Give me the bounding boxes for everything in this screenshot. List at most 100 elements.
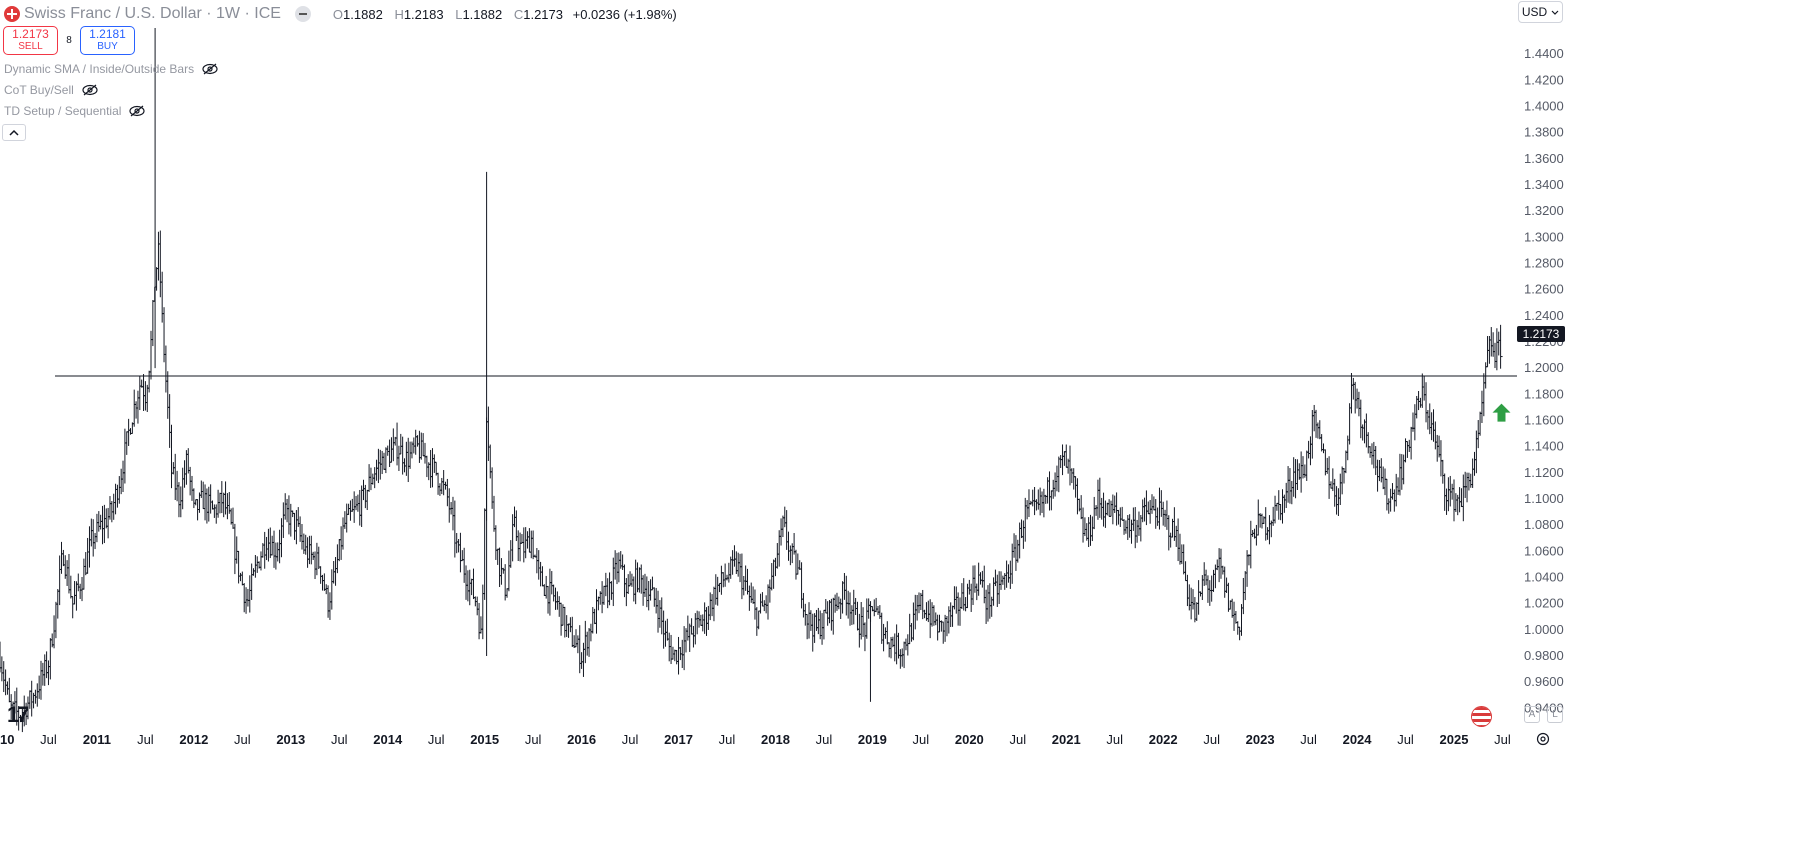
- ohlc-values: O1.1882 H1.2183 L1.1882 C1.2173 +0.0236 …: [325, 7, 677, 22]
- indicator-row-sma[interactable]: Dynamic SMA / Inside/Outside Bars: [4, 62, 218, 76]
- buy-price: 1.2181: [89, 27, 126, 41]
- buy-label: BUY: [97, 41, 118, 52]
- last-price-tag: 1.2173: [1517, 326, 1565, 342]
- x-tick-label: Jul: [40, 732, 57, 747]
- expand-indicators-button[interactable]: [2, 124, 26, 141]
- y-tick-label: 1.2600: [1524, 282, 1564, 297]
- low-key: L: [455, 6, 463, 22]
- tradingview-logo[interactable]: 17: [7, 702, 30, 727]
- x-tick-label: 2021: [1052, 732, 1081, 747]
- x-tick-label: Jul: [331, 732, 348, 747]
- x-tick-label: 2013: [276, 732, 305, 747]
- close-key: C: [513, 6, 524, 22]
- close-value: 1.2173: [523, 6, 563, 22]
- auto-scale-button[interactable]: A: [1524, 706, 1540, 723]
- x-tick-label: Jul: [1397, 732, 1414, 747]
- swiss-flag-icon: [4, 6, 20, 22]
- y-tick-label: 1.4200: [1524, 72, 1564, 87]
- ohlc-bar: [1498, 324, 1503, 369]
- y-tick-label: 1.3400: [1524, 177, 1564, 192]
- x-tick-label: Jul: [913, 732, 930, 747]
- open-key: O: [332, 6, 344, 22]
- x-tick-label: Jul: [719, 732, 736, 747]
- ohlc-bar: [150, 300, 155, 347]
- currency-label: USD: [1521, 5, 1548, 19]
- sell-label: SELL: [18, 41, 43, 52]
- chevron-up-icon: [9, 129, 19, 136]
- buy-button[interactable]: 1.2181 BUY: [80, 26, 135, 55]
- high-key: H: [394, 6, 404, 22]
- eye-hidden-icon[interactable]: [82, 84, 98, 96]
- x-axis[interactable]: 2010 Jul 2011 Jul 2012 Jul 2013 Jul 2014 Jul 2015 J…: [0, 732, 1511, 747]
- us-flag-icon[interactable]: [1472, 707, 1491, 726]
- y-tick-label: 1.2400: [1524, 308, 1564, 323]
- y-tick-label: 1.3600: [1524, 151, 1564, 166]
- chevron-down-icon: [1551, 10, 1559, 15]
- x-tick-label: 2011: [83, 732, 111, 747]
- chart-header: Swiss Franc / U.S. Dollar · 1W · ICE O 1.…: [0, 0, 677, 28]
- settings-icon[interactable]: [1536, 732, 1550, 746]
- x-tick-label: 2014: [373, 732, 403, 747]
- x-tick-label: Jul: [525, 732, 542, 747]
- spread-value: 8: [66, 35, 72, 46]
- x-tick-label: 2018: [761, 732, 790, 747]
- indicator-row-td[interactable]: TD Setup / Sequential: [4, 104, 146, 118]
- y-tick-label: 1.1000: [1524, 491, 1564, 506]
- y-tick-label: 1.3800: [1524, 125, 1564, 140]
- y-tick-label: 1.0600: [1524, 543, 1564, 558]
- x-tick-label: 2012: [179, 732, 208, 747]
- x-tick-label: 2023: [1246, 732, 1275, 747]
- eye-hidden-icon[interactable]: [129, 105, 146, 117]
- low-value: 1.1882: [462, 6, 503, 22]
- y-tick-label: 1.3000: [1524, 229, 1564, 244]
- x-tick-label: Jul: [137, 732, 154, 747]
- x-tick-label: Jul: [1009, 732, 1026, 747]
- indicator-name: Dynamic SMA / Inside/Outside Bars: [4, 62, 195, 76]
- up-arrow-annotation[interactable]: [1492, 403, 1511, 422]
- indicator-name: CoT Buy/Sell: [4, 83, 74, 97]
- price-bars: [0, 28, 1503, 733]
- symbol-title[interactable]: Swiss Franc / U.S. Dollar · 1W · ICE: [24, 5, 281, 22]
- x-tick-label: 2015: [470, 732, 499, 747]
- arrow-up-icon: [1492, 403, 1511, 422]
- y-tick-label: 1.1600: [1524, 413, 1564, 428]
- y-tick-label: 1.2800: [1524, 256, 1564, 271]
- y-tick-label: 1.1400: [1524, 439, 1564, 454]
- y-tick-label: 1.3200: [1524, 203, 1564, 218]
- x-tick-label: 2010: [0, 732, 14, 747]
- x-tick-label: Jul: [1203, 732, 1220, 747]
- x-tick-label: Jul: [1300, 732, 1317, 747]
- y-tick-label: 1.4400: [1524, 46, 1564, 61]
- y-tick-label: 0.9800: [1524, 648, 1564, 663]
- eye-hidden-icon[interactable]: [202, 63, 218, 75]
- sell-button[interactable]: 1.2173 SELL: [3, 26, 58, 55]
- y-tick-label: 0.9600: [1524, 674, 1564, 689]
- x-tick-label: 2019: [858, 732, 887, 747]
- x-tick-label: 2020: [955, 732, 984, 747]
- y-tick-label: 0.9400: [1524, 700, 1564, 715]
- x-tick-label: Jul: [1494, 732, 1511, 747]
- currency-select[interactable]: USD: [1518, 1, 1563, 23]
- x-tick-label: 2024: [1343, 732, 1373, 747]
- log-scale-button[interactable]: L: [1547, 706, 1563, 723]
- x-tick-label: Jul: [816, 732, 833, 747]
- y-tick-label: 1.2000: [1524, 360, 1564, 375]
- x-tick-label: 2025: [1440, 732, 1469, 747]
- collapse-legend-button[interactable]: [294, 6, 311, 22]
- y-tick-label: 1.1800: [1524, 386, 1564, 401]
- indicator-row-cot[interactable]: CoT Buy/Sell: [4, 83, 98, 97]
- x-tick-label: Jul: [622, 732, 639, 747]
- x-tick-label: Jul: [234, 732, 251, 747]
- x-tick-label: 2022: [1149, 732, 1178, 747]
- y-tick-label: 1.4000: [1524, 99, 1564, 114]
- y-tick-label: 1.0200: [1524, 596, 1564, 611]
- y-tick-label: 1.0000: [1524, 622, 1564, 637]
- y-tick-label: 1.0400: [1524, 570, 1564, 585]
- y-tick-label: 1.1200: [1524, 465, 1564, 480]
- change-value: +0.0236 (+1.98%): [572, 6, 677, 22]
- x-tick-label: Jul: [1106, 732, 1123, 747]
- x-tick-label: Jul: [428, 732, 445, 747]
- trade-panel: 1.2173 SELL 8 1.2181 BUY: [3, 26, 135, 55]
- y-axis[interactable]: 1.4400 1.4200 1.4000 1.3800 1.3600 1.3400 1.32…: [1524, 46, 1564, 715]
